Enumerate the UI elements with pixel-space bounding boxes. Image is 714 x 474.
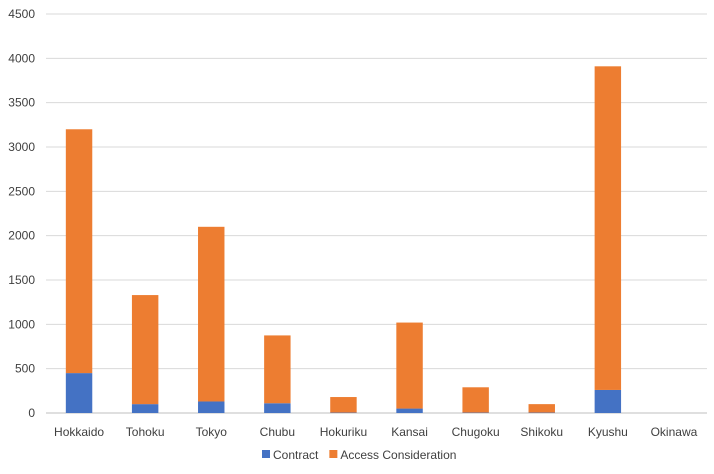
bar-contract-hokkaido [65, 373, 93, 413]
bar-contract-kyushu [594, 389, 622, 413]
bar-access-consideration-tokyo [198, 226, 225, 402]
x-tick-label: Kansai [391, 425, 428, 439]
x-tick-label: Hokuriku [320, 425, 367, 439]
y-tick-label: 500 [15, 362, 35, 376]
x-tick-label: Tokyo [196, 425, 228, 439]
x-tick-label: Chugoku [452, 425, 500, 439]
x-tick-label: Okinawa [651, 425, 698, 439]
bar-contract-chubu [264, 403, 291, 413]
y-tick-label: 3500 [8, 96, 35, 110]
legend: Contract Access Consideration [262, 448, 456, 462]
x-tick-label: Hokkaido [54, 425, 104, 439]
x-tick-label: Shikoku [520, 425, 563, 439]
bar-access-consideration-chubu [264, 335, 291, 404]
y-tick-label: 0 [28, 406, 35, 420]
y-tick-label: 2500 [8, 184, 35, 198]
y-tick-label: 2000 [8, 229, 35, 243]
x-tick-label: Kyushu [588, 425, 628, 439]
y-tick-label: 3000 [8, 140, 35, 154]
y-axis-tick-labels: 0 500 1000 1500 2000 2500 3000 3500 4000 4500 [8, 7, 35, 420]
bar-contract-kansai [396, 408, 423, 413]
x-tick-label: Chubu [260, 425, 295, 439]
bar-access-consideration-tohoku [131, 295, 159, 405]
y-tick-label: 1500 [8, 273, 35, 287]
x-axis-tick-labels: Hokkaido Tohoku Tokyo Chubu Hokuriku Kansai Ch… [54, 425, 698, 439]
bar-access-consideration-chugoku [462, 387, 489, 413]
bar-access-consideration-shikoku [528, 404, 555, 413]
bar-contract-tohoku [131, 404, 159, 413]
bar-access-consideration-hokuriku [330, 397, 357, 413]
legend-label: Access Consideration [340, 448, 456, 462]
legend-item: Access Consideration [329, 448, 456, 462]
legend-label: Contract [273, 448, 319, 462]
y-tick-label: 4000 [8, 51, 35, 65]
x-tick-label: Tohoku [126, 425, 165, 439]
bar-access-consideration-hokkaido [65, 129, 93, 374]
bar-contract-tokyo [198, 401, 225, 413]
y-tick-label: 1000 [8, 317, 35, 331]
bar-access-consideration-kansai [396, 322, 423, 409]
bar-access-consideration-kyushu [594, 66, 622, 390]
legend-swatch [329, 450, 338, 458]
legend-item: Contract [262, 448, 319, 462]
y-tick-label: 4500 [8, 7, 35, 21]
bars [65, 66, 622, 413]
legend-swatch [262, 450, 270, 458]
